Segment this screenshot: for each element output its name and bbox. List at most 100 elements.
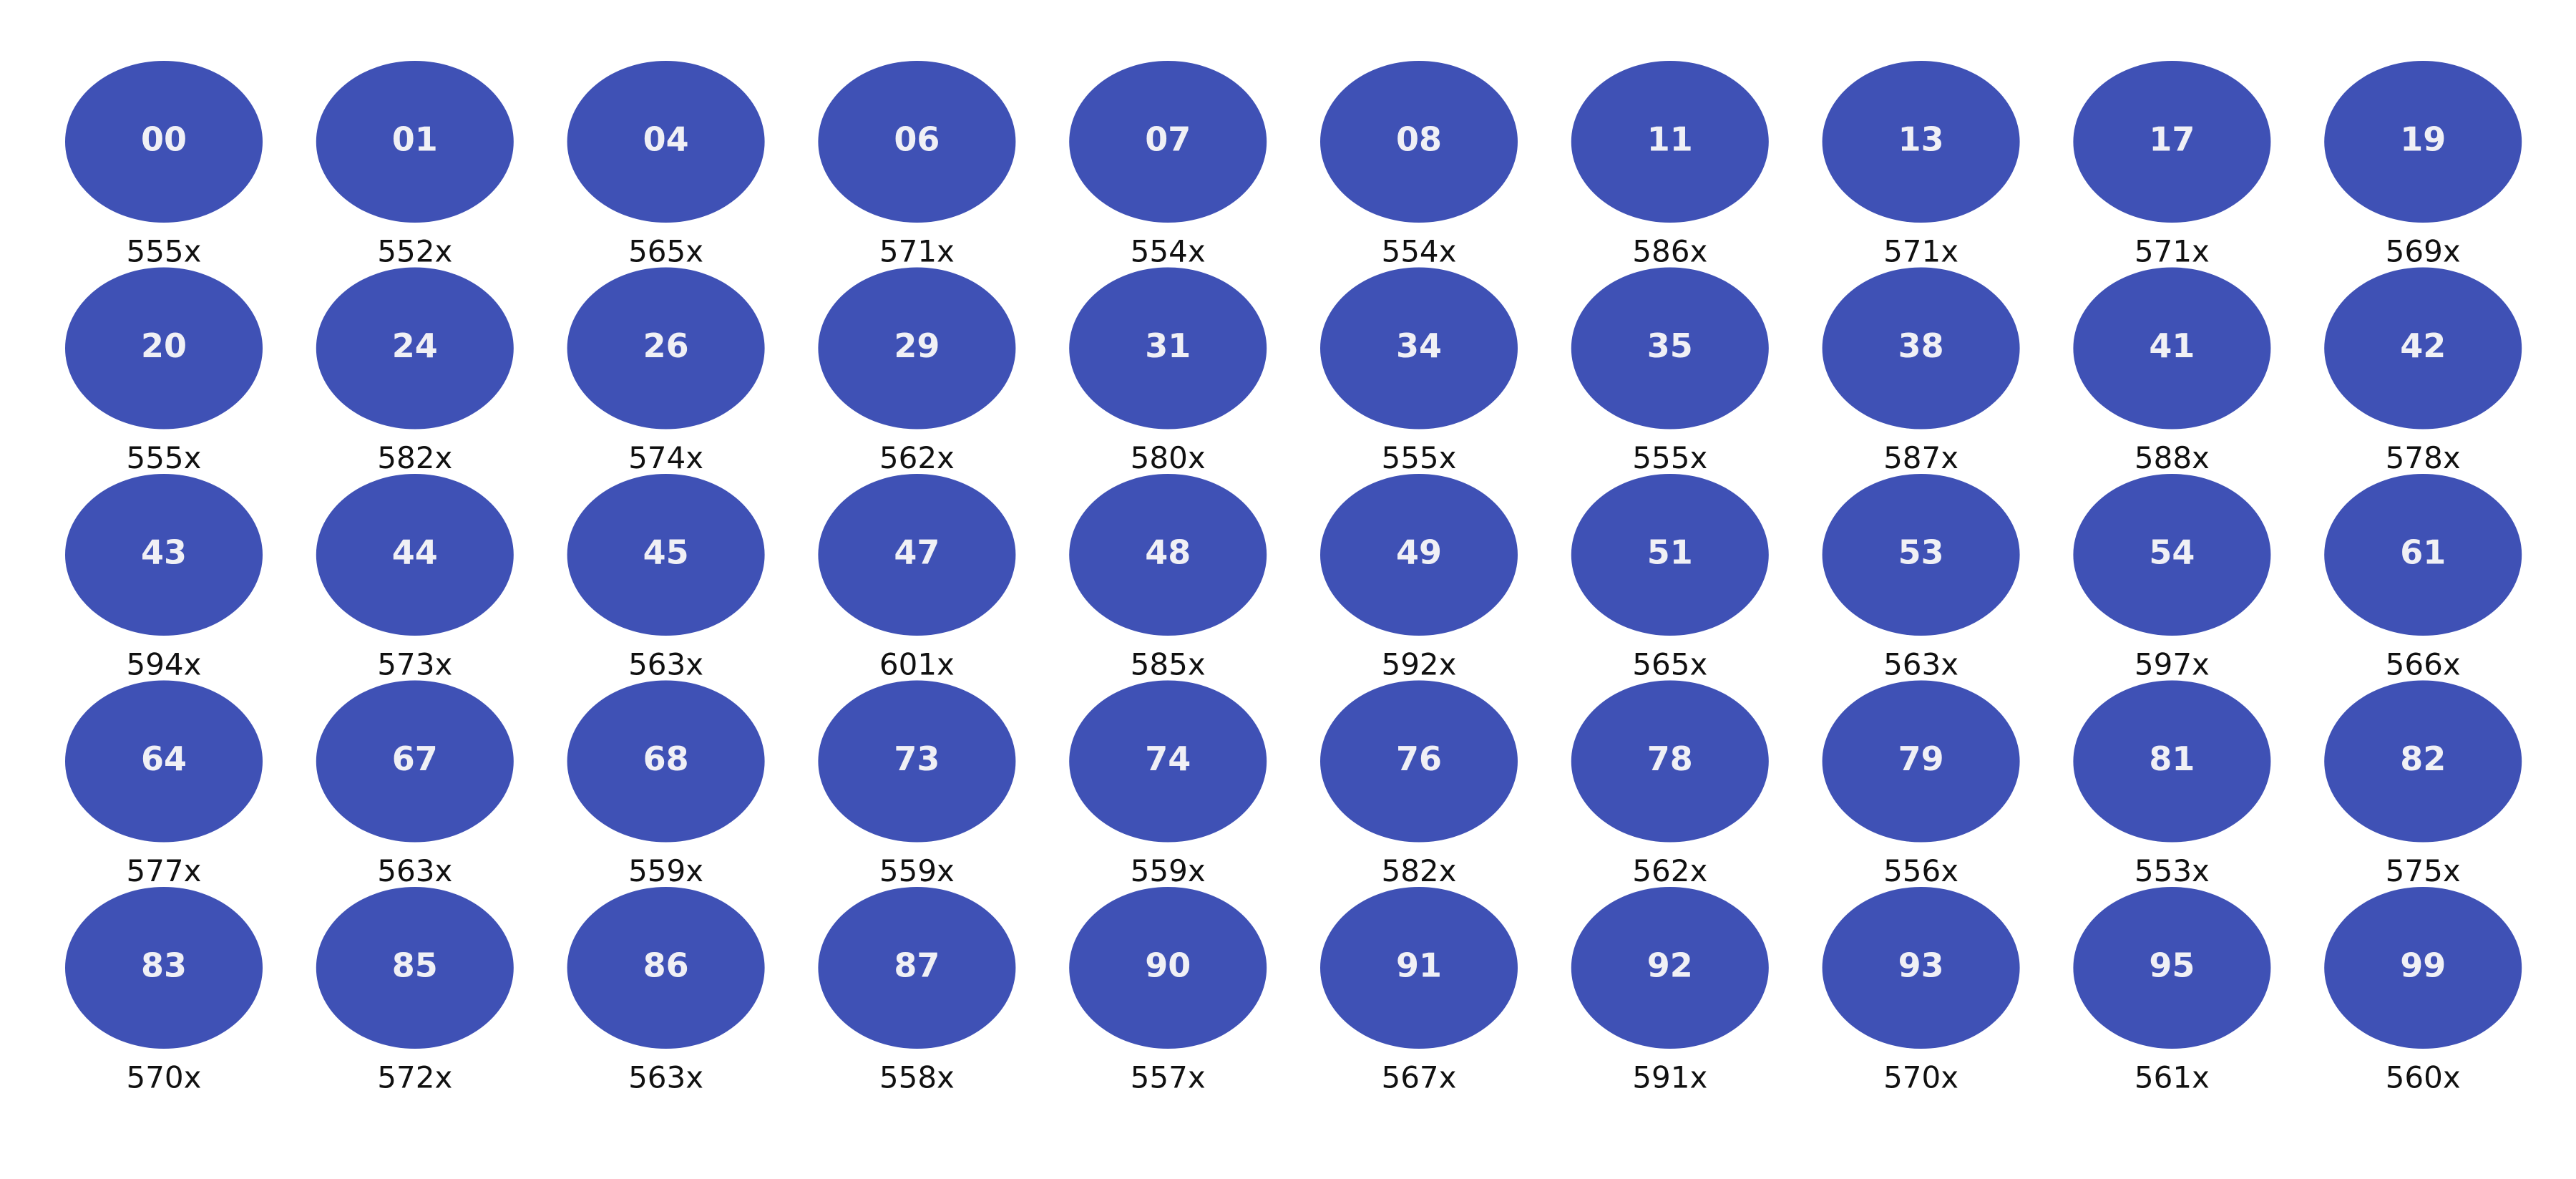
ball <box>818 887 1016 1049</box>
ball-number: 93 <box>1898 946 1944 985</box>
ball-count: 578x <box>2386 440 2461 475</box>
ball-number: 92 <box>1647 946 1693 985</box>
ball-count: 555x <box>126 440 201 475</box>
ball <box>316 680 514 843</box>
ball <box>1069 474 1267 636</box>
ball-count: 563x <box>628 1060 703 1095</box>
ball-number: 26 <box>643 326 689 365</box>
ball <box>1822 680 2020 843</box>
ball-count: 555x <box>1381 440 1456 475</box>
ball <box>1069 887 1267 1049</box>
ball <box>65 267 263 430</box>
ball-count: 552x <box>377 234 452 269</box>
ball-number: 64 <box>141 739 187 778</box>
ball-count: 571x <box>2135 234 2210 269</box>
ball <box>65 474 263 636</box>
ball <box>1069 680 1267 843</box>
ball-number: 83 <box>141 946 187 985</box>
ball-number: 07 <box>1145 120 1191 159</box>
ball <box>2073 267 2271 430</box>
ball-number: 90 <box>1145 946 1191 985</box>
ball <box>567 474 765 636</box>
ball-count: 563x <box>628 647 703 682</box>
ball-count: 570x <box>1883 1060 1958 1095</box>
ball-number: 91 <box>1396 946 1442 985</box>
ball <box>316 474 514 636</box>
ball-number: 73 <box>894 739 940 778</box>
ball-number: 53 <box>1898 533 1944 572</box>
ball <box>2324 61 2522 223</box>
ball <box>316 61 514 223</box>
ball-number: 31 <box>1145 326 1191 365</box>
ball-count: 554x <box>1131 234 1206 269</box>
ball <box>1822 61 2020 223</box>
ball <box>316 267 514 430</box>
ball-count: 559x <box>628 853 703 888</box>
ball <box>1571 267 1769 430</box>
ball-count: 569x <box>2386 234 2461 269</box>
ball-number: 34 <box>1396 326 1442 365</box>
ball <box>1320 680 1518 843</box>
ball <box>1320 267 1518 430</box>
ball <box>2324 267 2522 430</box>
ball-number: 95 <box>2149 946 2195 985</box>
ball-count: 561x <box>2135 1060 2210 1095</box>
ball-count: 571x <box>1883 234 1958 269</box>
ball-count: 563x <box>377 853 452 888</box>
ball-number: 38 <box>1898 326 1944 365</box>
ball-number: 85 <box>392 946 438 985</box>
ball-count: 555x <box>126 234 201 269</box>
ball-number: 76 <box>1396 739 1442 778</box>
ball-number: 08 <box>1396 120 1442 159</box>
ball-count: 557x <box>1131 1060 1206 1095</box>
ball-number: 99 <box>2400 946 2446 985</box>
ball-number: 49 <box>1396 533 1442 572</box>
ball-number: 20 <box>141 326 187 365</box>
ball-count: 575x <box>2386 853 2461 888</box>
ball-count: 571x <box>879 234 955 269</box>
ball <box>1822 474 2020 636</box>
ball <box>567 61 765 223</box>
ball-number: 19 <box>2400 120 2446 159</box>
ball-count: 562x <box>1632 853 1707 888</box>
ball-count: 556x <box>1883 853 1958 888</box>
ball-count: 587x <box>1883 440 1958 475</box>
ball-number: 67 <box>392 739 438 778</box>
ball-number: 81 <box>2149 739 2195 778</box>
ball-count: 572x <box>377 1060 452 1095</box>
ball-count: 555x <box>1632 440 1707 475</box>
ball-number: 48 <box>1145 533 1191 572</box>
ball-count: 580x <box>1131 440 1206 475</box>
ball-count: 565x <box>628 234 703 269</box>
ball-count: 559x <box>879 853 955 888</box>
ball <box>818 474 1016 636</box>
ball-number: 82 <box>2400 739 2446 778</box>
ball-number: 51 <box>1647 533 1693 572</box>
ball-count: 562x <box>879 440 955 475</box>
ball-number: 74 <box>1145 739 1191 778</box>
ball <box>818 267 1016 430</box>
ball-count: 570x <box>126 1060 201 1095</box>
ball <box>1822 267 2020 430</box>
ball <box>1069 61 1267 223</box>
ball-number: 35 <box>1647 326 1693 365</box>
ball-number: 68 <box>643 739 689 778</box>
ball-count: 554x <box>1381 234 1456 269</box>
ball-count: 553x <box>2135 853 2210 888</box>
ball <box>2324 887 2522 1049</box>
ball <box>2073 680 2271 843</box>
ball-number: 87 <box>894 946 940 985</box>
ball-count: 577x <box>126 853 201 888</box>
ball-count: 586x <box>1632 234 1707 269</box>
ball-count: 592x <box>1381 647 1456 682</box>
ball <box>1069 267 1267 430</box>
ball <box>1571 680 1769 843</box>
ball-number: 45 <box>643 533 689 572</box>
ball <box>1571 887 1769 1049</box>
ball-count: 591x <box>1632 1060 1707 1095</box>
ball-number: 06 <box>894 120 940 159</box>
ball <box>65 887 263 1049</box>
ball-number: 78 <box>1647 739 1693 778</box>
ball-number: 47 <box>894 533 940 572</box>
